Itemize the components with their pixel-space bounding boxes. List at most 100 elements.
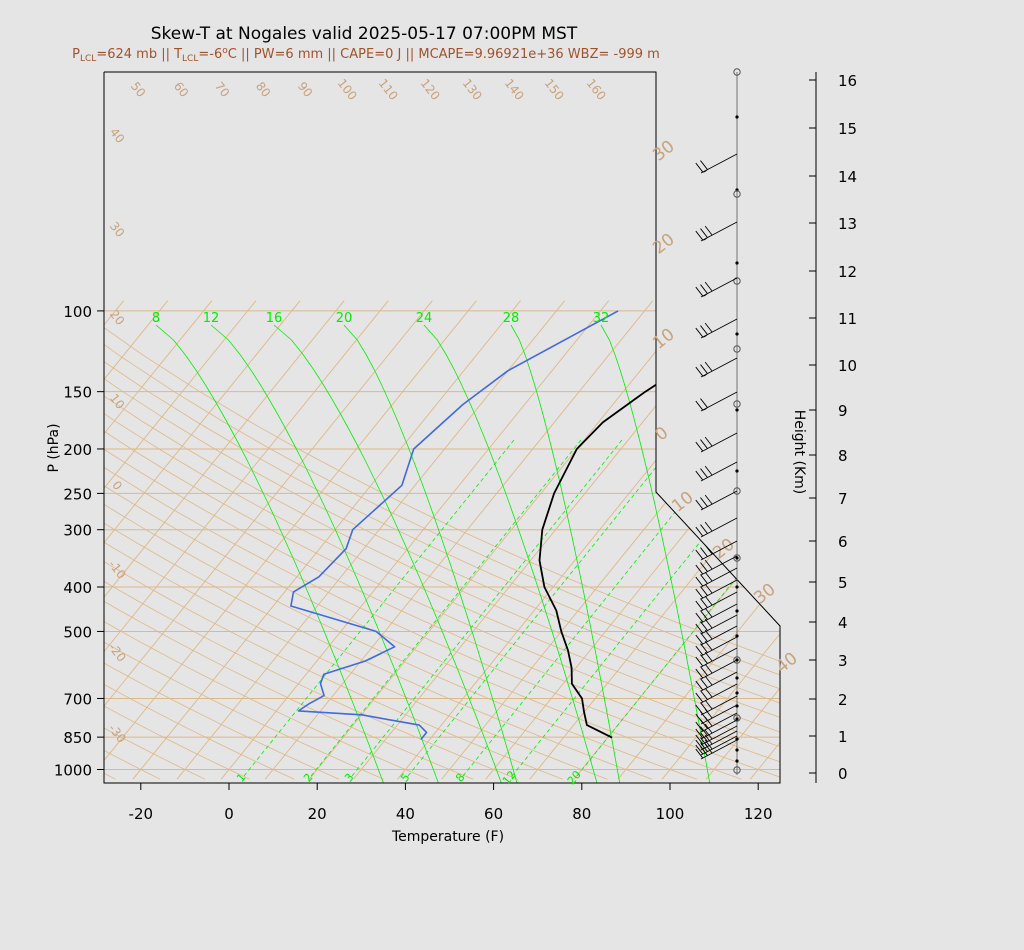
isotherm-line — [794, 301, 1024, 780]
level-dot — [735, 556, 739, 560]
mixing-ratio-line — [407, 439, 679, 777]
level-circle — [733, 656, 741, 664]
moist-adiabat-label: 28 — [503, 311, 520, 326]
level-circle — [733, 345, 741, 353]
isotherm-line — [971, 301, 1024, 780]
adiabat-label: 100 — [335, 76, 360, 103]
dry-adiabat — [104, 310, 780, 780]
dry-adiabat — [104, 310, 116, 780]
height-tick-label: 3 — [838, 652, 848, 670]
level-dot — [735, 408, 739, 412]
level-circle — [733, 400, 741, 408]
isotherm-line — [264, 300, 654, 780]
wind-barb — [695, 432, 738, 453]
level-circle — [733, 714, 741, 722]
height-tick-label: 13 — [838, 215, 857, 233]
y-tick-label: 250 — [63, 485, 92, 503]
isotherm-line — [104, 300, 124, 780]
isotherm-line — [839, 301, 1024, 780]
wind-barb — [695, 540, 738, 561]
dry-adiabat — [104, 310, 161, 780]
isotherm-line — [749, 300, 780, 780]
isotherm-line — [104, 300, 257, 780]
y-tick-label: 700 — [63, 690, 92, 708]
grid-labels: 50 60 70 80 90 100 110 120 130 140 150 160403020100… — [106, 76, 802, 787]
dry-adiabat — [104, 310, 429, 780]
isotherm-line — [441, 300, 780, 780]
mixing-ratio-line — [310, 439, 582, 777]
y-tick-label: 200 — [63, 441, 92, 459]
height-tick-label: 2 — [838, 691, 848, 709]
y-tick-label: 500 — [63, 623, 92, 641]
isotherm-label: 20 — [649, 230, 678, 259]
isotherm-line — [104, 300, 301, 780]
wind-barb — [695, 391, 738, 412]
adiabat-label: 150 — [542, 76, 567, 103]
adiabat-label: 50 — [128, 79, 148, 100]
height-tick-label: 4 — [838, 614, 848, 632]
level-dot — [735, 261, 739, 265]
level-dot — [735, 585, 739, 589]
x-tick-label: 20 — [308, 805, 327, 823]
height-tick-label: 0 — [838, 765, 848, 783]
dry-adiabat — [104, 310, 780, 780]
wind-barbs — [695, 68, 741, 775]
isotherm-line — [308, 300, 698, 780]
height-tick-label: 16 — [838, 72, 857, 90]
height-tick-label: 12 — [838, 263, 857, 281]
height-tick-label: 8 — [838, 447, 848, 465]
level-circle — [733, 190, 741, 198]
adiabat-label: 90 — [295, 79, 315, 100]
wind-barb — [695, 719, 738, 740]
dry-adiabat — [104, 310, 340, 780]
level-circle — [733, 766, 741, 774]
adiabat-label: 160 — [584, 76, 609, 103]
dry-adiabat — [104, 310, 295, 780]
y-tick-label: 1000 — [54, 762, 92, 780]
adiabat-label: 110 — [376, 76, 401, 103]
adiabat-label-left: 30 — [107, 219, 127, 240]
mixing-ratio-line — [462, 439, 734, 777]
level-dot — [735, 759, 739, 763]
x-tick-label: 100 — [656, 805, 685, 823]
background-grid — [0, 300, 1024, 780]
wind-barb — [695, 461, 738, 482]
level-dot — [735, 748, 739, 752]
isotherm-line — [0, 301, 35, 780]
mixing-ratio-line — [576, 439, 780, 777]
dry-adiabat — [104, 310, 653, 780]
dry-adiabat — [104, 310, 697, 780]
wind-barb — [695, 517, 738, 538]
isotherm-line — [353, 300, 742, 780]
isotherm-line — [661, 300, 780, 780]
dry-adiabat — [104, 310, 519, 780]
mixing-ratio-line — [511, 439, 780, 777]
isotherm-label: 30 — [649, 137, 678, 166]
x-axis: -20 0 20 40 60 80 100 120 — [129, 783, 773, 823]
level-dot — [735, 609, 739, 613]
y-tick-label: 300 — [63, 522, 92, 540]
wind-barb — [695, 735, 738, 756]
level-dot — [735, 115, 739, 119]
isotherm-label: 30 — [750, 580, 779, 609]
mixing-ratio-line — [351, 439, 623, 777]
moist-adiabat — [510, 324, 622, 783]
wind-barb — [695, 567, 738, 588]
dry-adiabat — [104, 310, 780, 780]
x-axis-label: Temperature (F) — [391, 829, 504, 845]
dry-adiabat — [104, 310, 780, 780]
wind-barb — [695, 490, 738, 511]
level-circle — [733, 277, 741, 285]
wind-barb — [695, 579, 738, 600]
isotherm-label: 40 — [772, 649, 801, 678]
height-tick-label: 9 — [838, 402, 848, 420]
wind-barb — [695, 647, 738, 668]
level-dot — [735, 737, 739, 741]
level-dot — [735, 332, 739, 336]
y-tick-label: 100 — [63, 303, 92, 321]
isotherm-line — [617, 300, 780, 780]
wind-barb — [695, 221, 738, 242]
dry-adiabat — [104, 310, 780, 780]
